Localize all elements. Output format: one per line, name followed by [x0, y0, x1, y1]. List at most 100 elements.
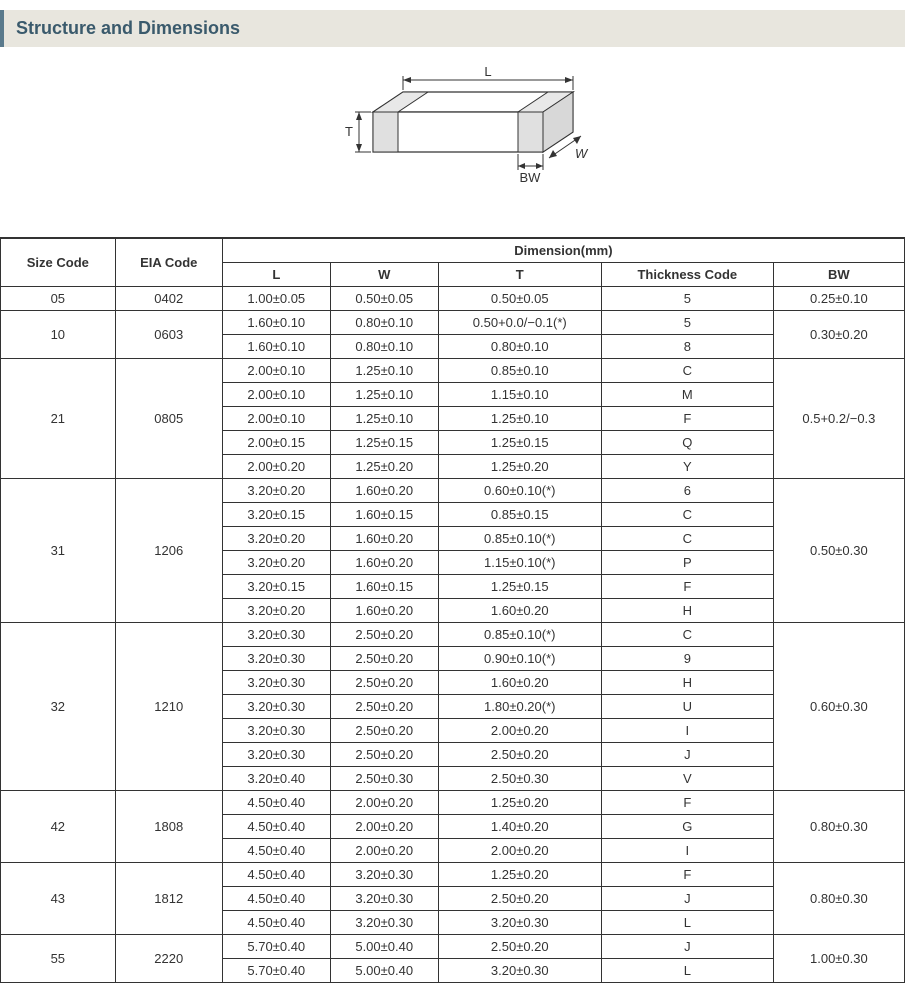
cell-W: 5.00±0.40	[330, 959, 438, 983]
cell-tc: C	[601, 359, 773, 383]
table-row: 0504021.00±0.050.50±0.050.50±0.0550.25±0…	[1, 287, 905, 311]
cell-T: 1.25±0.10	[438, 407, 601, 431]
cell-L: 3.20±0.15	[222, 575, 330, 599]
cell-T: 1.80±0.20(*)	[438, 695, 601, 719]
cell-L: 1.60±0.10	[222, 335, 330, 359]
cell-tc: F	[601, 863, 773, 887]
cell-L: 4.50±0.40	[222, 839, 330, 863]
cell-bw: 0.25±0.10	[773, 287, 904, 311]
cell-eia-code: 0603	[115, 311, 222, 359]
cell-tc: L	[601, 911, 773, 935]
cell-T: 0.85±0.10(*)	[438, 623, 601, 647]
cell-bw: 0.80±0.30	[773, 863, 904, 935]
table-header: Size Code EIA Code Dimension(mm) L W T T…	[1, 238, 905, 287]
cell-T: 0.50+0.0/−0.1(*)	[438, 311, 601, 335]
cell-bw: 0.30±0.20	[773, 311, 904, 359]
cell-W: 2.50±0.30	[330, 767, 438, 791]
cell-bw: 0.5+0.2/−0.3	[773, 359, 904, 479]
cell-tc: M	[601, 383, 773, 407]
cell-W: 1.60±0.20	[330, 527, 438, 551]
cell-tc: 5	[601, 287, 773, 311]
cell-T: 0.85±0.15	[438, 503, 601, 527]
cell-tc: C	[601, 527, 773, 551]
cell-W: 0.80±0.10	[330, 311, 438, 335]
col-eia-code: EIA Code	[115, 238, 222, 287]
cell-T: 2.50±0.20	[438, 743, 601, 767]
cell-W: 1.25±0.10	[330, 407, 438, 431]
cell-eia-code: 0805	[115, 359, 222, 479]
cell-tc: L	[601, 959, 773, 983]
cell-W: 1.25±0.10	[330, 383, 438, 407]
cell-tc: 5	[601, 311, 773, 335]
cell-W: 0.50±0.05	[330, 287, 438, 311]
cell-W: 1.60±0.15	[330, 503, 438, 527]
table-row: 3112063.20±0.201.60±0.200.60±0.10(*)60.5…	[1, 479, 905, 503]
cell-W: 1.25±0.10	[330, 359, 438, 383]
cell-tc: I	[601, 719, 773, 743]
cell-tc: H	[601, 599, 773, 623]
diagram-label-BW: BW	[519, 170, 541, 185]
cell-tc: J	[601, 935, 773, 959]
cell-size-code: 05	[1, 287, 116, 311]
cell-tc: 9	[601, 647, 773, 671]
cell-W: 2.00±0.20	[330, 791, 438, 815]
cell-L: 5.70±0.40	[222, 935, 330, 959]
cell-tc: C	[601, 503, 773, 527]
cell-L: 3.20±0.30	[222, 695, 330, 719]
cell-bw: 1.00±0.30	[773, 935, 904, 983]
cell-tc: V	[601, 767, 773, 791]
cell-L: 2.00±0.15	[222, 431, 330, 455]
cell-T: 0.85±0.10(*)	[438, 527, 601, 551]
cell-L: 4.50±0.40	[222, 791, 330, 815]
cell-tc: F	[601, 407, 773, 431]
cell-L: 3.20±0.15	[222, 503, 330, 527]
cell-W: 1.60±0.15	[330, 575, 438, 599]
cell-L: 3.20±0.20	[222, 551, 330, 575]
col-size-code: Size Code	[1, 238, 116, 287]
cell-T: 0.85±0.10	[438, 359, 601, 383]
cell-bw: 0.60±0.30	[773, 623, 904, 791]
cell-L: 3.20±0.20	[222, 479, 330, 503]
cell-L: 3.20±0.20	[222, 599, 330, 623]
cell-W: 2.00±0.20	[330, 839, 438, 863]
cell-L: 5.70±0.40	[222, 959, 330, 983]
cell-T: 0.60±0.10(*)	[438, 479, 601, 503]
cell-W: 1.25±0.20	[330, 455, 438, 479]
cell-T: 0.90±0.10(*)	[438, 647, 601, 671]
section-header: Structure and Dimensions	[0, 10, 905, 47]
cell-tc: F	[601, 791, 773, 815]
cell-size-code: 55	[1, 935, 116, 983]
cell-W: 1.60±0.20	[330, 551, 438, 575]
cell-L: 2.00±0.10	[222, 383, 330, 407]
diagram-label-W: W	[575, 146, 589, 161]
cell-tc: J	[601, 887, 773, 911]
cell-T: 2.50±0.20	[438, 935, 601, 959]
cell-W: 2.50±0.20	[330, 743, 438, 767]
cell-T: 1.60±0.20	[438, 599, 601, 623]
cell-T: 1.25±0.20	[438, 791, 601, 815]
cell-size-code: 31	[1, 479, 116, 623]
cell-W: 3.20±0.30	[330, 863, 438, 887]
col-BW: BW	[773, 263, 904, 287]
cell-L: 1.60±0.10	[222, 311, 330, 335]
section-title: Structure and Dimensions	[16, 18, 893, 39]
cell-tc: 6	[601, 479, 773, 503]
col-T: T	[438, 263, 601, 287]
cell-W: 3.20±0.30	[330, 911, 438, 935]
cell-T: 1.15±0.10(*)	[438, 551, 601, 575]
diagram-label-T: T	[345, 124, 353, 139]
cell-size-code: 10	[1, 311, 116, 359]
cell-T: 2.50±0.20	[438, 887, 601, 911]
cell-T: 2.50±0.30	[438, 767, 601, 791]
cell-T: 1.25±0.20	[438, 455, 601, 479]
col-L: L	[222, 263, 330, 287]
cell-W: 2.50±0.20	[330, 647, 438, 671]
table-row: 4318124.50±0.403.20±0.301.25±0.20F0.80±0…	[1, 863, 905, 887]
cell-eia-code: 0402	[115, 287, 222, 311]
diagram-label-L: L	[484, 64, 491, 79]
table-row: 5522205.70±0.405.00±0.402.50±0.20J1.00±0…	[1, 935, 905, 959]
cell-tc: Q	[601, 431, 773, 455]
cell-L: 4.50±0.40	[222, 863, 330, 887]
cell-size-code: 43	[1, 863, 116, 935]
cell-L: 3.20±0.40	[222, 767, 330, 791]
